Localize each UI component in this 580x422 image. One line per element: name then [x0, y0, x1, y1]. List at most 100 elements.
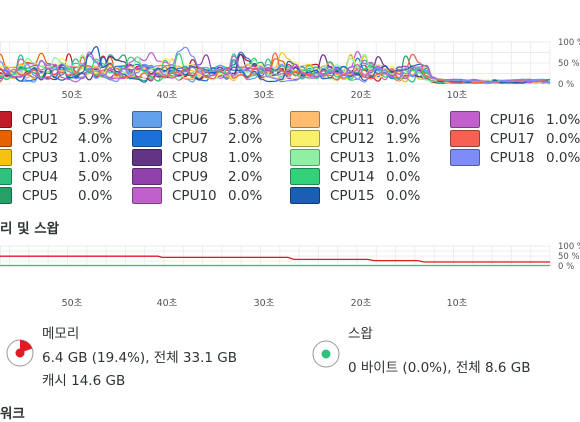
network-section-title: 워크: [0, 406, 25, 422]
percent-axis-label: 0 %: [558, 80, 574, 90]
cpu-legend-item: CPU3 1.0%: [0, 149, 122, 168]
time-axis-label: 50초: [62, 90, 83, 101]
cpu-legend-item: CPU13 1.0%: [290, 149, 430, 168]
cpu-legend-name: CPU11: [330, 112, 375, 128]
cpu-color-swatch[interactable]: [132, 130, 162, 147]
cpu-legend-name: CPU3: [22, 150, 59, 166]
memory-usage-pie-icon[interactable]: [5, 338, 35, 368]
cpu-legend-item: CPU10 0.0%: [132, 187, 272, 206]
cpu-color-swatch[interactable]: [132, 168, 162, 185]
cpu-legend-value: 5.9%: [78, 112, 113, 128]
cpu-color-swatch[interactable]: [0, 130, 12, 147]
cpu-legend-name: CPU13: [330, 150, 375, 166]
time-axis-label: 40초: [157, 90, 178, 101]
cpu-legend-name: CPU4: [22, 169, 59, 185]
percent-axis-label: 0 %: [558, 262, 574, 272]
cpu-legend-value: 0.0%: [386, 188, 421, 204]
memory-history-graph: 50초 40초 30초 20초 10초 100 %50 %0 %: [0, 242, 580, 308]
cpu-color-swatch[interactable]: [290, 149, 320, 166]
cpu-legend-name: CPU12: [330, 131, 375, 147]
cpu-color-swatch[interactable]: [290, 130, 320, 147]
cpu-history-chart: 50초 40초 30초 20초 10초 100 % 50 % 0 %: [0, 0, 580, 104]
cpu-legend-value: 0.0%: [546, 150, 580, 166]
cpu-color-swatch[interactable]: [290, 168, 320, 185]
memory-usage-text: 6.4 GB (19.4%), 전체 33.1 GB: [42, 350, 237, 366]
cpu-legend-value: 4.0%: [78, 131, 113, 147]
cpu-legend-item: CPU9 2.0%: [132, 168, 272, 187]
memory-info: 메모리 6.4 GB (19.4%), 전체 33.1 GB 캐시 14.6 G…: [0, 318, 300, 389]
cpu-legend-name: CPU18: [490, 150, 535, 166]
swap-usage-text: 0 바이트 (0.0%), 전체 8.6 GB: [348, 360, 531, 376]
cpu-legend-item: CPU1 5.9%: [0, 111, 122, 130]
cpu-color-swatch[interactable]: [450, 130, 480, 147]
cpu-legend-value: 5.0%: [78, 169, 113, 185]
cpu-legend-name: CPU9: [172, 169, 209, 185]
cpu-legend-item: CPU2 4.0%: [0, 130, 122, 149]
percent-axis-label: 50 %: [558, 252, 580, 262]
time-axis-label: 30초: [254, 90, 275, 101]
cpu-legend-item: CPU7 2.0%: [132, 130, 272, 149]
memory-swap-section-title: 리 및 스왑: [0, 221, 60, 237]
time-axis-label: 50초: [62, 298, 83, 308]
swap-label: 스왑: [348, 326, 373, 342]
time-axis-label: 30초: [254, 298, 275, 308]
cpu-history-line: [0, 52, 551, 84]
cpu-legend-value: 0.0%: [78, 188, 113, 204]
cpu-legend-value: 1.0%: [546, 112, 580, 128]
cpu-legend-value: 1.0%: [228, 150, 263, 166]
cpu-color-swatch[interactable]: [132, 149, 162, 166]
cpu-legend-value: 0.0%: [386, 112, 421, 128]
swap-usage-pie-icon[interactable]: [311, 339, 341, 369]
cpu-legend-name: CPU16: [490, 112, 535, 128]
cpu-history-graph: 50초 40초 30초 20초 10초 100 % 50 % 0 %: [0, 38, 580, 101]
cpu-legend-item: CPU15 0.0%: [290, 187, 430, 206]
cpu-color-swatch[interactable]: [132, 187, 162, 204]
cpu-legend-name: CPU10: [172, 188, 217, 204]
cpu-legend-name: CPU2: [22, 131, 59, 147]
cpu-color-swatch[interactable]: [0, 168, 12, 185]
cpu-color-swatch[interactable]: [290, 187, 320, 204]
cpu-legend-value: 0.0%: [386, 169, 421, 185]
time-axis-label: 40초: [157, 298, 178, 308]
cpu-color-swatch[interactable]: [0, 187, 12, 204]
cpu-color-swatch[interactable]: [450, 111, 480, 128]
cpu-legend-item: CPU11 0.0%: [290, 111, 430, 130]
memory-label: 메모리: [42, 326, 80, 342]
cpu-legend-item: CPU12 1.9%: [290, 130, 430, 149]
swap-info: 스왑 0 바이트 (0.0%), 전체 8.6 GB: [300, 318, 580, 388]
cpu-color-swatch[interactable]: [0, 149, 12, 166]
cpu-legend-name: CPU15: [330, 188, 375, 204]
cpu-color-swatch[interactable]: [0, 111, 12, 128]
cpu-legend-item: CPU18 0.0%: [450, 149, 580, 168]
cpu-legend-value: 2.0%: [228, 131, 263, 147]
cpu-legend-value: 1.0%: [386, 150, 421, 166]
time-axis-label: 20초: [351, 298, 372, 308]
cpu-legend-name: CPU7: [172, 131, 209, 147]
cpu-history-line: [0, 45, 551, 84]
memory-history-line: [0, 255, 550, 263]
percent-axis-label: 100 %: [558, 242, 580, 252]
time-axis-label: 10초: [447, 298, 468, 308]
percent-axis-label: 100 %: [558, 38, 580, 48]
cpu-history-line: [0, 46, 551, 84]
cpu-legend-item: CPU17 0.0%: [450, 130, 580, 149]
cpu-legend-name: CPU1: [22, 112, 59, 128]
cpu-legend-item: CPU6 5.8%: [132, 111, 272, 130]
cpu-color-swatch[interactable]: [450, 149, 480, 166]
cpu-legend-value: 1.9%: [386, 131, 421, 147]
cpu-color-swatch[interactable]: [132, 111, 162, 128]
memory-cache-text: 캐시 14.6 GB: [42, 373, 126, 389]
cpu-legend-name: CPU17: [490, 131, 535, 147]
cpu-legend-name: CPU6: [172, 112, 209, 128]
cpu-legend-item: CPU16 1.0%: [450, 111, 580, 130]
cpu-legend-item: CPU4 5.0%: [0, 168, 122, 187]
memory-history-chart: 50초 40초 30초 20초 10초 100 %50 %0 %: [0, 240, 580, 308]
time-axis-label: 20초: [351, 90, 372, 101]
cpu-legend-value: 1.0%: [78, 150, 113, 166]
cpu-legend-name: CPU8: [172, 150, 209, 166]
cpu-legend-item: CPU8 1.0%: [132, 149, 272, 168]
cpu-legend-item: CPU14 0.0%: [290, 168, 430, 187]
cpu-color-swatch[interactable]: [290, 111, 320, 128]
time-axis-label: 10초: [447, 90, 468, 101]
cpu-legend-name: CPU14: [330, 169, 375, 185]
